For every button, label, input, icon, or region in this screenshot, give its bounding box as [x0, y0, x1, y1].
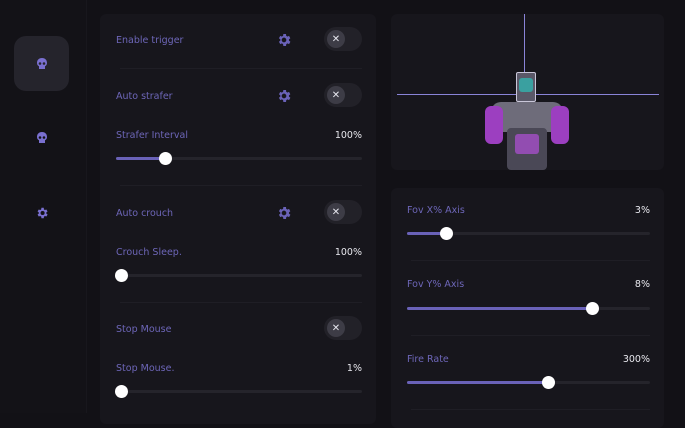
enable-trigger-label: Enable trigger — [116, 34, 184, 46]
slider-thumb[interactable] — [439, 227, 453, 240]
crouch-sleep-slider[interactable] — [114, 269, 362, 282]
crouch-sleep-label: Crouch Sleep. — [116, 246, 182, 258]
fov-x-value: 3% — [634, 204, 650, 216]
fov-y-slider[interactable] — [407, 302, 650, 315]
enable-trigger-toggle[interactable]: ✕ — [324, 27, 362, 51]
fov-y-value: 8% — [634, 278, 650, 290]
slider-thumb[interactable] — [114, 385, 128, 398]
close-icon: ✕ — [327, 30, 345, 48]
left-settings-panel: Enable trigger ✕ Auto strafer ✕ Strafer … — [100, 14, 376, 424]
fov-x-label: Fov X% Axis — [407, 204, 465, 216]
close-icon: ✕ — [327, 319, 345, 337]
crouch-sleep-row: Crouch Sleep. 100% — [116, 239, 362, 265]
close-icon: ✕ — [327, 203, 345, 221]
fire-rate-row: Fire Rate 300% — [407, 346, 650, 372]
fov-y-row: Fov Y% Axis 8% — [407, 271, 650, 297]
stop-mouse-toggle[interactable]: ✕ — [324, 316, 362, 340]
crouch-sleep-value: 100% — [334, 246, 362, 258]
divider — [120, 185, 362, 186]
crosshair-vertical — [524, 14, 525, 74]
stop-mouse-value: 1% — [346, 362, 362, 374]
divider — [120, 302, 362, 303]
fov-x-slider[interactable] — [407, 227, 650, 240]
gear-icon — [37, 207, 48, 218]
character-model-image — [481, 72, 576, 170]
auto-strafer-row: Auto strafer ✕ — [116, 83, 362, 109]
strafer-interval-slider[interactable] — [116, 152, 362, 165]
stop-mouse-value-row: Stop Mouse. 1% — [116, 355, 362, 381]
stop-mouse-value-label: Stop Mouse. — [116, 362, 175, 374]
stop-mouse-label: Stop Mouse — [116, 323, 172, 335]
preview-panel — [391, 14, 664, 170]
auto-strafer-label: Auto strafer — [116, 90, 173, 102]
divider — [120, 68, 362, 69]
auto-crouch-row: Auto crouch ✕ — [116, 200, 362, 226]
stop-mouse-slider[interactable] — [114, 385, 362, 398]
slider-thumb[interactable] — [114, 269, 128, 282]
sidebar — [0, 0, 87, 413]
sidebar-item-settings[interactable] — [14, 185, 69, 240]
strafer-interval-label: Strafer Interval — [116, 129, 188, 141]
close-icon: ✕ — [327, 86, 345, 104]
right-settings-panel: Fov X% Axis 3% Fov Y% Axis 8% Fire Rate … — [391, 188, 664, 428]
slider-thumb[interactable] — [541, 376, 555, 389]
fov-y-label: Fov Y% Axis — [407, 278, 465, 290]
skull-icon — [36, 57, 47, 69]
fire-rate-slider[interactable] — [407, 376, 650, 389]
auto-crouch-toggle[interactable]: ✕ — [324, 200, 362, 224]
slider-thumb[interactable] — [159, 152, 173, 165]
strafer-interval-row: Strafer Interval 100% — [116, 122, 362, 148]
fov-x-row: Fov X% Axis 3% — [407, 197, 650, 223]
gear-icon[interactable] — [276, 205, 292, 221]
strafer-interval-value: 100% — [334, 129, 362, 141]
gear-icon[interactable] — [276, 88, 292, 104]
fire-rate-label: Fire Rate — [407, 353, 449, 365]
auto-crouch-label: Auto crouch — [116, 207, 174, 219]
gear-icon[interactable] — [276, 32, 292, 48]
skull-icon — [36, 131, 47, 143]
sidebar-item-trigger[interactable] — [14, 110, 69, 165]
divider — [411, 335, 650, 336]
divider — [411, 260, 650, 261]
sidebar-item-aim[interactable] — [14, 36, 69, 91]
auto-strafer-toggle[interactable]: ✕ — [324, 83, 362, 107]
slider-thumb[interactable] — [585, 302, 599, 315]
enable-trigger-row: Enable trigger ✕ — [116, 27, 362, 53]
stop-mouse-row: Stop Mouse ✕ — [116, 316, 362, 342]
fire-rate-value: 300% — [622, 353, 650, 365]
divider — [411, 409, 650, 410]
